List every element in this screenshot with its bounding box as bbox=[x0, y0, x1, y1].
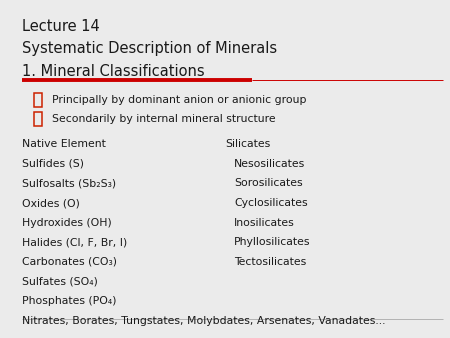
Text: Inosilicates: Inosilicates bbox=[234, 218, 295, 228]
Text: Nitrates, Borates, Tungstates, Molybdates, Arsenates, Vanadates...: Nitrates, Borates, Tungstates, Molybdate… bbox=[22, 316, 385, 326]
Text: Sulfates (SO₄): Sulfates (SO₄) bbox=[22, 276, 98, 287]
Text: Tectosilicates: Tectosilicates bbox=[234, 257, 306, 267]
Text: Cyclosilicates: Cyclosilicates bbox=[234, 198, 308, 208]
Text: Lecture 14: Lecture 14 bbox=[22, 19, 99, 33]
Text: Oxides (O): Oxides (O) bbox=[22, 198, 80, 208]
FancyBboxPatch shape bbox=[34, 112, 42, 126]
Text: Carbonates (CO₃): Carbonates (CO₃) bbox=[22, 257, 117, 267]
Text: Sulfides (S): Sulfides (S) bbox=[22, 159, 84, 169]
Text: Hydroxides (OH): Hydroxides (OH) bbox=[22, 218, 111, 228]
Text: Nesosilicates: Nesosilicates bbox=[234, 159, 305, 169]
Text: Sorosilicates: Sorosilicates bbox=[234, 178, 302, 189]
Text: Principally by dominant anion or anionic group: Principally by dominant anion or anionic… bbox=[52, 95, 306, 105]
Text: Phosphates (PO₄): Phosphates (PO₄) bbox=[22, 296, 116, 306]
Text: Halides (Cl, F, Br, I): Halides (Cl, F, Br, I) bbox=[22, 237, 127, 247]
Text: Silicates: Silicates bbox=[225, 139, 270, 149]
Text: Systematic Description of Minerals: Systematic Description of Minerals bbox=[22, 41, 277, 56]
Text: Sulfosalts (Sb₂S₃): Sulfosalts (Sb₂S₃) bbox=[22, 178, 116, 189]
Text: 1. Mineral Classifications: 1. Mineral Classifications bbox=[22, 64, 204, 79]
Text: Phyllosilicates: Phyllosilicates bbox=[234, 237, 310, 247]
Text: Native Element: Native Element bbox=[22, 139, 105, 149]
Text: Secondarily by internal mineral structure: Secondarily by internal mineral structur… bbox=[52, 114, 275, 124]
FancyBboxPatch shape bbox=[34, 93, 42, 107]
